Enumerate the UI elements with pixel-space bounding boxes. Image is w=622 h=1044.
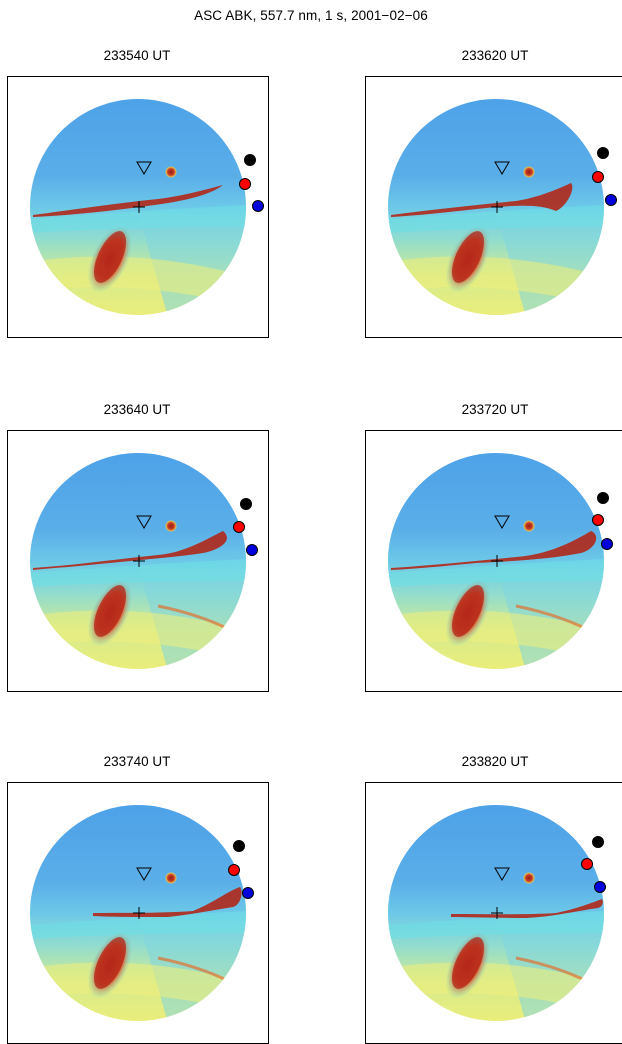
black-marker-dot-2	[597, 147, 609, 159]
black-marker-dot-3	[240, 498, 252, 510]
blue-marker-dot-4	[601, 538, 613, 550]
red-marker-dot-2	[592, 171, 604, 183]
panel-5	[7, 782, 269, 1044]
black-marker-dot-4	[597, 492, 609, 504]
panel-3	[7, 430, 269, 692]
allsky-image-6	[388, 805, 604, 1021]
blue-marker-dot-3	[246, 544, 258, 556]
panel-title-1: 233540 UT	[103, 48, 171, 63]
figure-title: ASC ABK, 557.7 nm, 1 s, 2001−02−06	[194, 8, 428, 23]
red-marker-dot-4	[592, 514, 604, 526]
panel-title-5: 233740 UT	[103, 754, 171, 769]
red-marker-dot-6	[581, 858, 593, 870]
panel-title-6: 233820 UT	[461, 754, 529, 769]
black-marker-dot-5	[233, 840, 245, 852]
blue-marker-dot-6	[594, 881, 606, 893]
red-marker-dot-3	[233, 521, 245, 533]
panel-title-2: 233620 UT	[461, 48, 529, 63]
black-marker-dot-1	[244, 154, 256, 166]
red-marker-dot-1	[239, 178, 251, 190]
allsky-image-2	[388, 99, 604, 315]
panel-2	[365, 76, 622, 338]
blue-marker-dot-5	[242, 887, 254, 899]
panel-title-4: 233720 UT	[461, 402, 529, 417]
blue-marker-dot-1	[252, 200, 264, 212]
red-marker-dot-5	[228, 864, 240, 876]
black-marker-dot-6	[592, 836, 604, 848]
allsky-image-3	[30, 453, 246, 669]
panel-1	[7, 76, 269, 338]
panel-title-3: 233640 UT	[103, 402, 171, 417]
panel-4	[365, 430, 622, 692]
panel-6	[365, 782, 622, 1044]
allsky-image-1	[30, 99, 246, 315]
allsky-image-4	[388, 453, 604, 669]
blue-marker-dot-2	[605, 194, 617, 206]
allsky-image-5	[30, 805, 246, 1021]
